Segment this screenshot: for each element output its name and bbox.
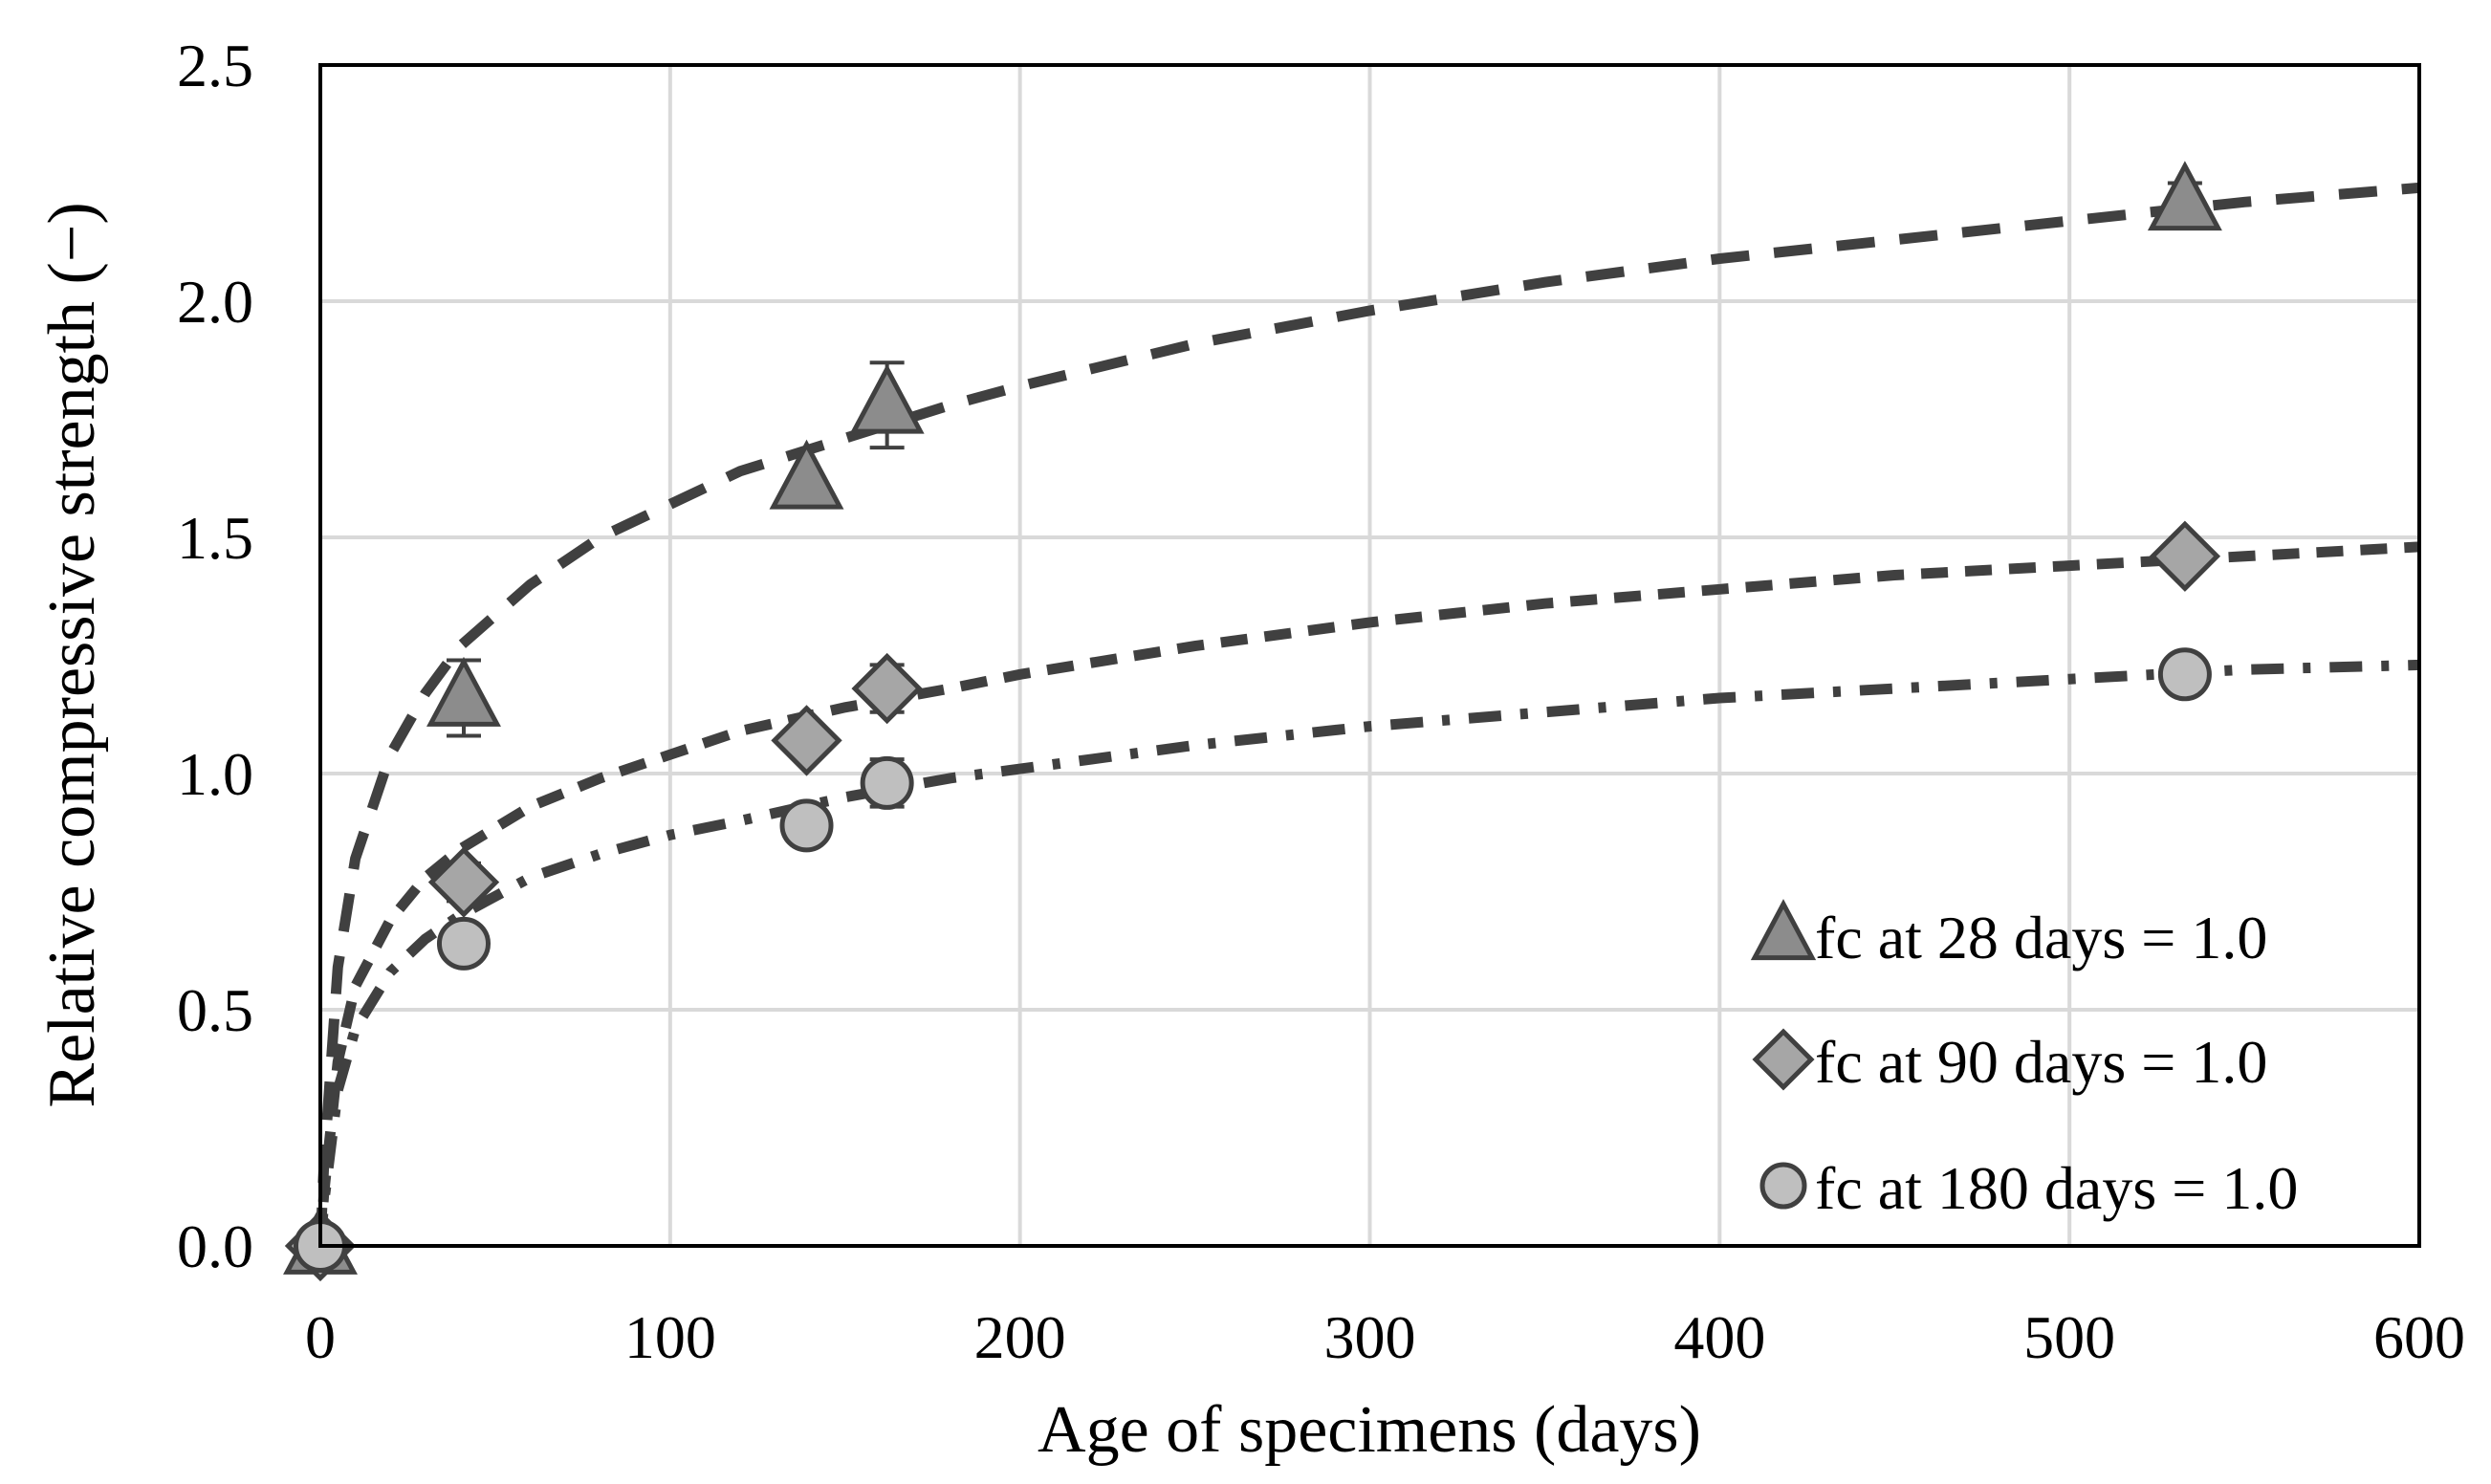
legend-marker-circle [1759,1162,1807,1210]
x-tick-label: 400 [1673,1303,1765,1371]
x-tick-label: 0 [305,1303,336,1371]
y-tick-label: 1.0 [177,740,253,808]
data-point-series-1 [769,439,844,510]
data-point-series-2 [2149,520,2221,592]
y-tick-label: 0.0 [177,1212,253,1280]
y-tick-labels: 0.0 0.5 1.0 1.5 2.0 2.5 [177,32,253,1280]
x-axis-title: Age of specimens (days) [1038,1393,1701,1467]
legend-label: fc at 180 days = 1.0 [1815,1154,2298,1222]
trendline-series-1 [315,182,2420,1247]
x-tick-label: 100 [624,1303,716,1371]
data-point-series-2 [427,846,500,918]
data-point-series-2 [851,652,923,725]
legend-label: fc at 28 days = 1.0 [1815,904,2267,971]
legend: fc at 28 days = 1.0 fc at 90 days = 1.0 fc… [1750,899,2298,1222]
gridlines [320,65,2419,1246]
y-tick-label: 2.5 [177,32,253,99]
x-tick-labels: 0 100 200 300 400 500 600 [305,1303,2465,1371]
y-axis-title: Relative compressive strength (−) [35,202,109,1107]
data-points [283,161,2222,1282]
data-point-series-3 [2157,647,2212,702]
y-tick-label: 2.0 [177,268,253,336]
x-tick-label: 500 [2023,1303,2115,1371]
legend-marker-diamond [1752,1028,1815,1091]
y-tick-label: 0.5 [177,976,253,1044]
data-point-series-3 [779,798,834,853]
data-point-series-2 [771,705,842,776]
x-tick-label: 600 [2373,1303,2465,1371]
legend-label: fc at 90 days = 1.0 [1815,1028,2267,1096]
x-tick-label: 300 [1324,1303,1416,1371]
data-point-series-3 [436,916,492,971]
data-point-series-1 [426,656,501,727]
legend-marker-triangle [1750,899,1817,961]
data-point-series-1 [2147,161,2222,231]
data-point-series-1 [849,363,925,434]
x-tick-label: 200 [974,1303,1066,1371]
data-point-series-3 [860,755,914,810]
plot-frame [318,63,2421,1248]
y-tick-label: 1.5 [177,504,253,572]
